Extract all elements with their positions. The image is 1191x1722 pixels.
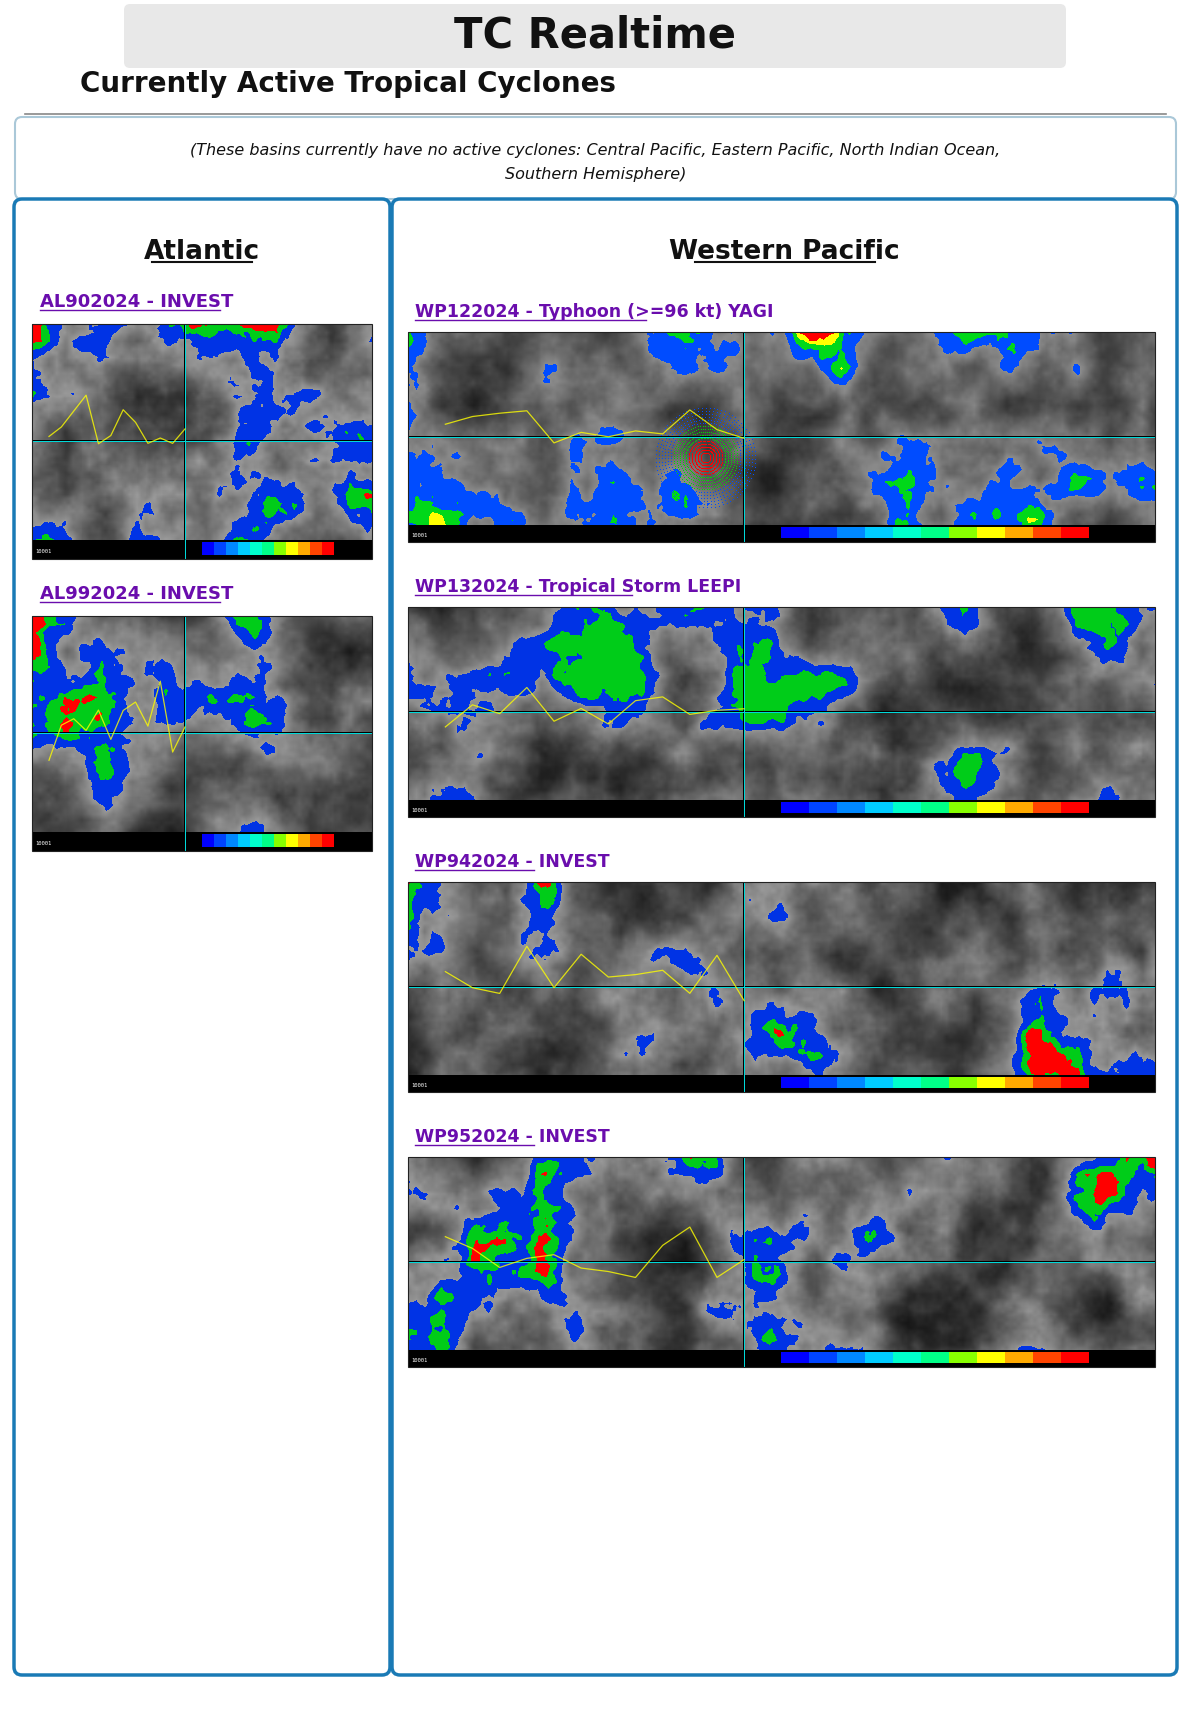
Text: 10001: 10001	[35, 842, 51, 847]
Text: Atlantic: Atlantic	[144, 239, 260, 265]
Text: (These basins currently have no active cyclones: Central Pacific, Eastern Pacifi: (These basins currently have no active c…	[191, 143, 1000, 158]
Text: 10001: 10001	[411, 1083, 428, 1088]
Text: TC Realtime: TC Realtime	[455, 15, 736, 57]
Text: 10001: 10001	[411, 534, 428, 539]
FancyBboxPatch shape	[392, 200, 1177, 1676]
Text: 10001: 10001	[35, 549, 51, 554]
FancyBboxPatch shape	[124, 3, 1066, 67]
Text: 10001: 10001	[411, 1359, 428, 1364]
Text: WP132024 - Tropical Storm LEEPI: WP132024 - Tropical Storm LEEPI	[414, 579, 741, 596]
Text: WP122024 - Typhoon (>=96 kt) YAGI: WP122024 - Typhoon (>=96 kt) YAGI	[414, 303, 773, 320]
FancyBboxPatch shape	[14, 200, 389, 1676]
Text: Southern Hemisphere): Southern Hemisphere)	[505, 167, 686, 183]
Text: Western Pacific: Western Pacific	[669, 239, 900, 265]
Text: 10001: 10001	[411, 808, 428, 813]
FancyBboxPatch shape	[15, 117, 1176, 200]
Text: AL902024 - INVEST: AL902024 - INVEST	[40, 293, 233, 312]
Text: WP942024 - INVEST: WP942024 - INVEST	[414, 852, 610, 871]
Text: AL992024 - INVEST: AL992024 - INVEST	[40, 585, 233, 603]
Text: Currently Active Tropical Cyclones: Currently Active Tropical Cyclones	[80, 71, 616, 98]
Text: WP952024 - INVEST: WP952024 - INVEST	[414, 1128, 610, 1147]
